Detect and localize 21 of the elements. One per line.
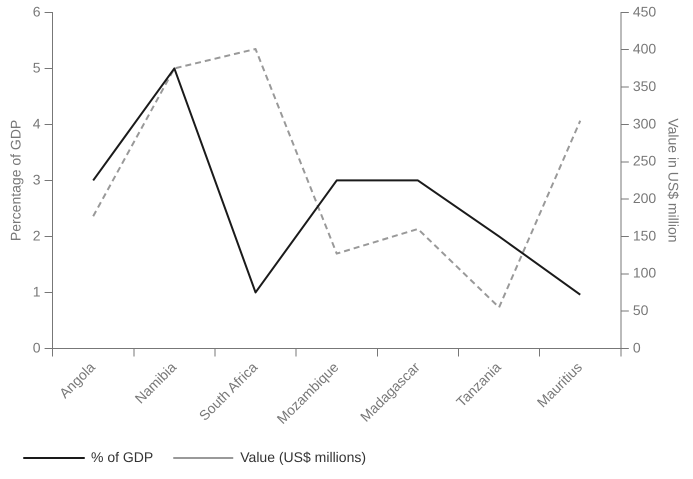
y2-tick-label: 300 <box>632 115 656 132</box>
y-tick-label: 3 <box>32 171 41 188</box>
y-tick-label: 6 <box>32 3 41 20</box>
y2-tick-label: 0 <box>632 339 641 356</box>
y-tick-label: 0 <box>32 339 41 356</box>
y-axis-title: Percentage of GDP <box>7 120 24 242</box>
y2-tick-label: 200 <box>632 190 656 206</box>
y-tick-label: 1 <box>32 283 41 300</box>
y2-tick-label: 450 <box>632 3 656 20</box>
y2-tick-label: 100 <box>632 264 656 281</box>
legend-label: Value (US$ millions) <box>240 448 366 465</box>
y2-tick-label: 350 <box>632 78 656 94</box>
y-tick-label: 5 <box>32 59 41 76</box>
y2-tick-label: 250 <box>632 152 656 169</box>
legend-label: % of GDP <box>91 448 154 465</box>
y2-tick-label: 150 <box>632 227 656 244</box>
y2-tick-label: 400 <box>632 40 656 57</box>
y2-tick-label: 50 <box>632 302 649 318</box>
y-tick-label: 4 <box>32 115 41 132</box>
y2-axis-title: Value in US$ million <box>666 118 682 243</box>
y-tick-label: 2 <box>32 227 41 244</box>
